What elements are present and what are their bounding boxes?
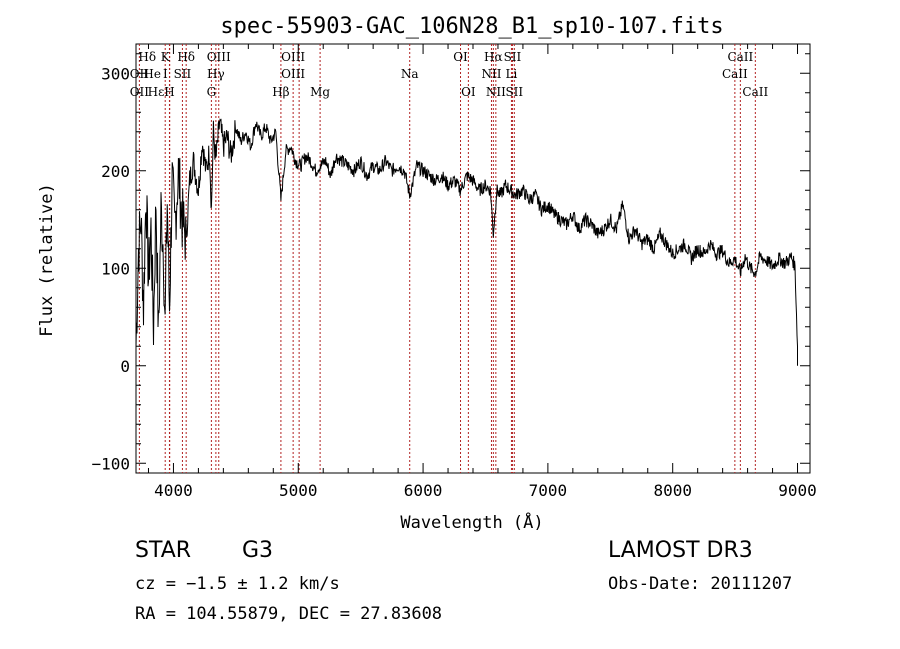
- line-label-r2-4: Hγ: [207, 67, 225, 81]
- line-label-r3-5: Mg: [310, 85, 330, 99]
- coordinates: RA = 104.55879, DEC = 27.83608: [135, 604, 443, 624]
- spectral-line-markers: [138, 44, 756, 473]
- axis-ticks: [136, 44, 810, 473]
- y-tick-label-2: 100: [101, 259, 130, 278]
- line-label-r3-1: Hε: [148, 85, 165, 99]
- observation-date: Obs-Date: 20111207: [608, 574, 793, 594]
- object-subclass: G3: [242, 538, 274, 563]
- line-label-r3-2: H: [164, 85, 174, 99]
- line-label-r3-7: NII: [486, 85, 506, 99]
- y-axis-label: Flux (relative): [37, 183, 57, 337]
- line-label-r3-4: Hβ: [272, 85, 289, 99]
- line-label-r2-0: OII: [130, 67, 150, 81]
- x-tick-label-4: 8000: [653, 481, 692, 500]
- object-class: STAR: [135, 538, 192, 563]
- line-label-r2-1: He: [143, 67, 161, 81]
- line-label-r3-8: SII: [505, 85, 523, 99]
- line-label-r3-9: CaII: [742, 85, 768, 99]
- line-label-r2-6: Na: [401, 67, 419, 81]
- line-label-r2-7: NII: [481, 67, 501, 81]
- plot-frame: [135, 43, 811, 474]
- chart-title: spec-55903-GAC_106N28_B1_sp10-107.fits: [220, 14, 723, 39]
- x-tick-label-3: 7000: [529, 481, 568, 500]
- line-label-r1-0: Hδ: [138, 50, 156, 64]
- x-tick-label-0: 4000: [154, 481, 193, 500]
- line-label-r1-2: Hδ: [177, 50, 195, 64]
- line-label-r1-6: Hα: [484, 50, 503, 64]
- x-axis-label: Wavelength (Å): [400, 511, 543, 533]
- x-tick-label-1: 5000: [279, 481, 318, 500]
- line-label-r2-3: SII: [174, 67, 192, 81]
- redshift-cz: cz = −1.5 ± 1.2 km/s: [135, 574, 340, 594]
- line-label-r3-3: G: [207, 85, 217, 99]
- tick-labels: 4000 5000 6000 7000 8000 9000 −100 0 100 200 300: [91, 64, 816, 500]
- line-label-r1-7: SII: [504, 50, 522, 64]
- line-label-r1-3: OIII: [207, 50, 231, 64]
- line-label-r1-5: OI: [453, 50, 468, 64]
- x-tick-label-2: 6000: [404, 481, 443, 500]
- line-label-r1-8: CaII: [727, 50, 753, 64]
- spectrum-series-line: [135, 118, 798, 366]
- line-label-r3-0: OII: [130, 85, 150, 99]
- y-tick-label-1: 0: [120, 357, 130, 376]
- line-label-r3-6: OI: [461, 85, 476, 99]
- line-label-r1-4: OIII: [281, 50, 305, 64]
- line-label-r2-8: Li: [506, 67, 518, 81]
- survey-name: LAMOST DR3: [608, 538, 753, 563]
- line-label-r1-1: K: [161, 50, 171, 64]
- line-label-r2-2: I: [163, 67, 168, 81]
- line-label-r2-9: CaII: [722, 67, 748, 81]
- y-tick-label-4: 300: [101, 64, 130, 83]
- y-tick-label-3: 200: [101, 162, 130, 181]
- line-label-r2-5: OIII: [281, 67, 305, 81]
- y-tick-label-0: −100: [91, 454, 130, 473]
- x-tick-label-5: 9000: [778, 481, 817, 500]
